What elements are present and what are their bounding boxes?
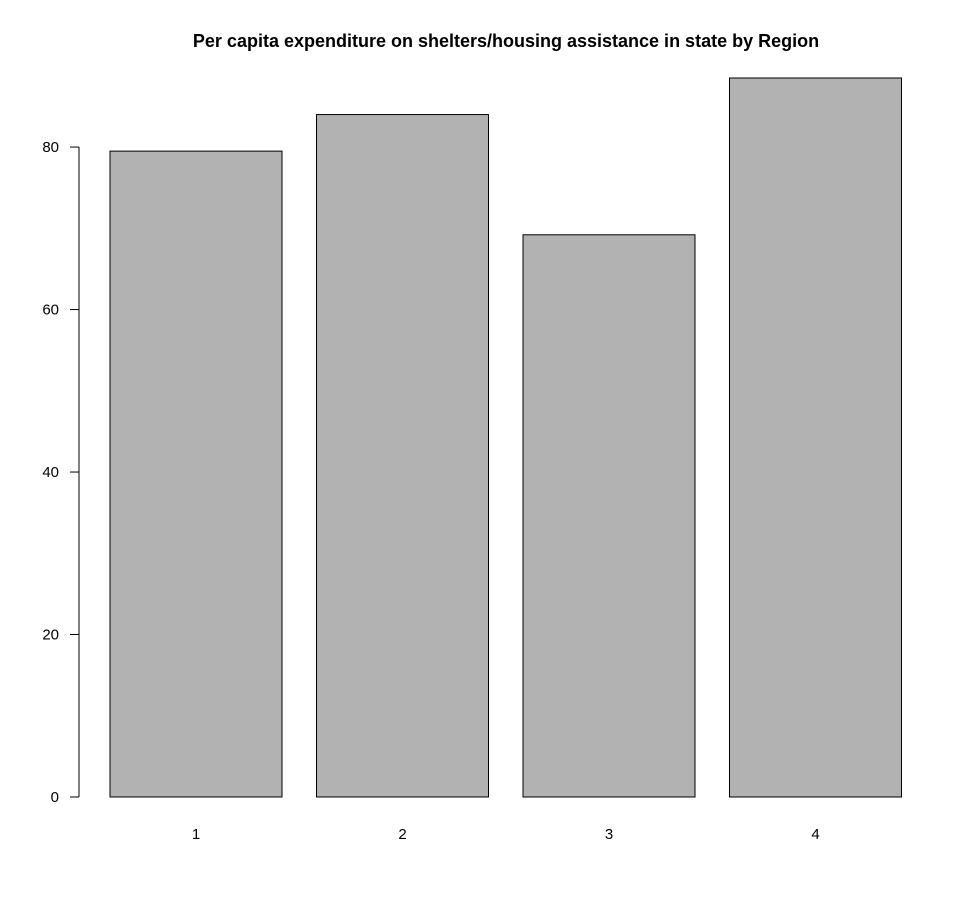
x-tick-label: 2 xyxy=(398,826,406,843)
bars-group xyxy=(109,77,902,798)
y-tick-label: 80 xyxy=(42,139,59,156)
bar-4 xyxy=(729,77,902,798)
x-axis-labels: 1 2 3 4 xyxy=(192,826,820,843)
x-tick-label: 4 xyxy=(811,826,819,843)
x-tick-label: 3 xyxy=(605,826,613,843)
y-axis: 0 20 40 60 80 xyxy=(42,139,80,806)
bar-2 xyxy=(316,114,489,798)
y-tick-label: 0 xyxy=(51,789,59,806)
bar-3 xyxy=(522,234,696,798)
chart-title: Per capita expenditure on shelters/housi… xyxy=(193,31,819,51)
x-tick-label: 1 xyxy=(192,826,200,843)
y-tick-label: 60 xyxy=(42,302,59,319)
y-tick-label: 20 xyxy=(42,627,59,644)
bar-1 xyxy=(109,150,283,798)
y-tick-label: 40 xyxy=(42,464,59,481)
